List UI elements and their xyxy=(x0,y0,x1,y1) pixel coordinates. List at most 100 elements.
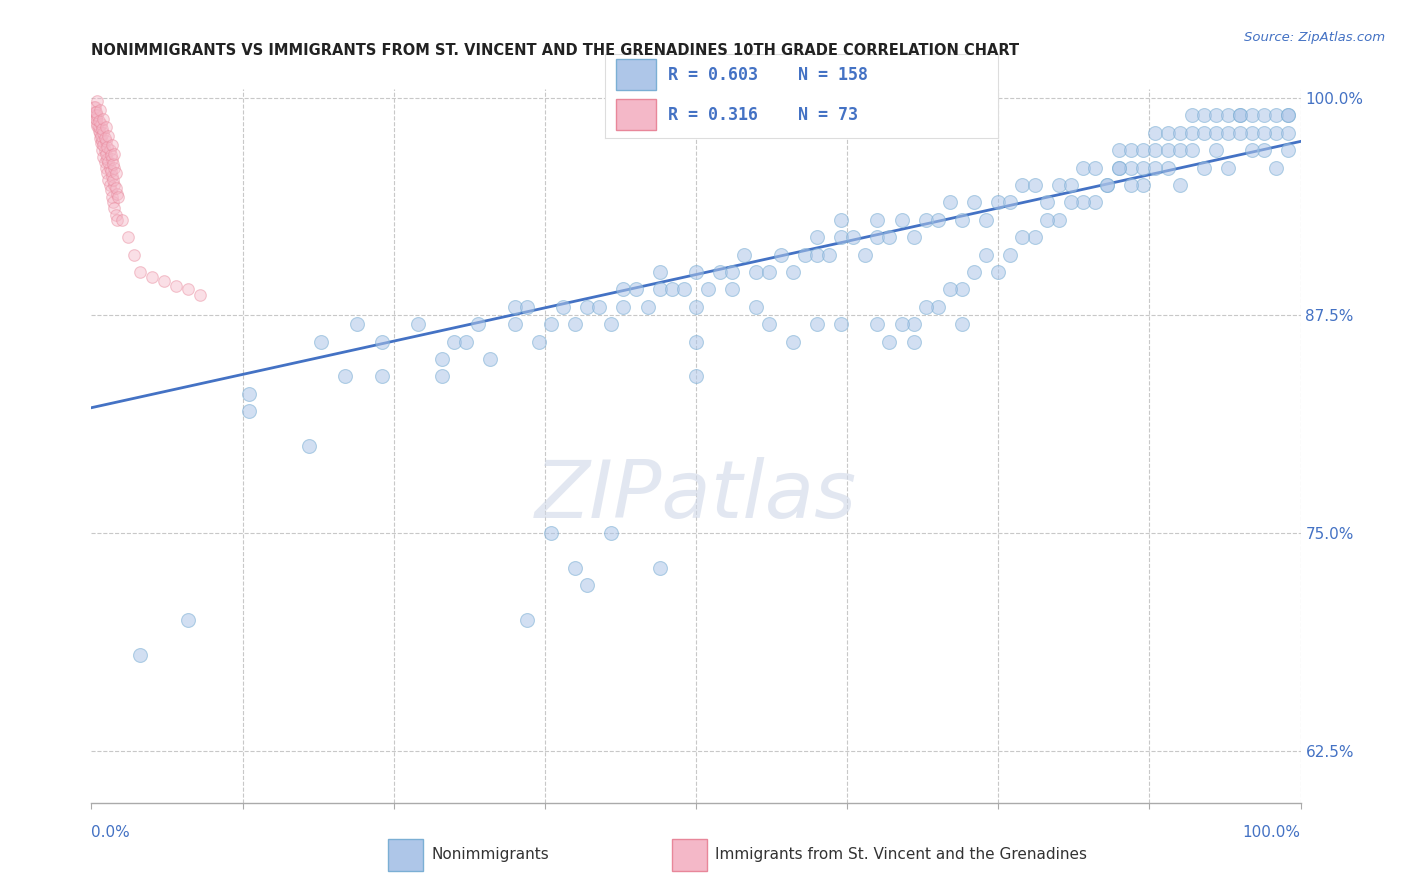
Point xyxy=(939,282,962,296)
Point xyxy=(950,282,973,296)
Point xyxy=(1132,178,1154,192)
FancyBboxPatch shape xyxy=(388,839,423,871)
Point xyxy=(1121,143,1143,157)
Point xyxy=(1108,161,1130,175)
Point xyxy=(94,161,117,175)
Point xyxy=(370,369,392,384)
Point xyxy=(890,212,912,227)
Point xyxy=(987,195,1010,210)
Point xyxy=(1277,108,1299,122)
Point xyxy=(1181,143,1204,157)
Point xyxy=(84,112,107,126)
Point xyxy=(1121,178,1143,192)
Point xyxy=(950,317,973,331)
Point xyxy=(103,161,125,175)
Point xyxy=(86,95,108,109)
Point xyxy=(1108,161,1130,175)
Point xyxy=(782,265,804,279)
Point xyxy=(540,526,562,541)
Point xyxy=(346,317,368,331)
Point xyxy=(94,120,117,135)
Point xyxy=(516,300,538,314)
Point xyxy=(879,334,901,349)
Point xyxy=(90,129,112,144)
Point xyxy=(370,334,392,349)
Point xyxy=(1168,143,1191,157)
Point xyxy=(830,230,852,244)
Point xyxy=(1011,230,1033,244)
Point xyxy=(685,334,707,349)
Point xyxy=(1229,108,1251,122)
Point xyxy=(516,613,538,627)
Point xyxy=(93,126,115,140)
Point xyxy=(661,282,683,296)
Point xyxy=(527,334,550,349)
Point xyxy=(1265,126,1288,140)
Point xyxy=(758,317,780,331)
Point xyxy=(97,172,120,186)
Point xyxy=(456,334,478,349)
Point xyxy=(104,181,127,195)
Point xyxy=(1047,212,1070,227)
Point xyxy=(309,334,332,349)
Point xyxy=(101,190,124,204)
Point xyxy=(479,351,502,366)
Point xyxy=(879,230,901,244)
Point xyxy=(93,131,115,145)
Point xyxy=(1060,195,1083,210)
Point xyxy=(745,265,768,279)
Point xyxy=(927,212,949,227)
Point xyxy=(672,282,695,296)
Point xyxy=(974,212,997,227)
Point xyxy=(564,561,586,575)
Point xyxy=(101,169,124,184)
Point xyxy=(974,247,997,261)
Point xyxy=(177,613,200,627)
Point xyxy=(117,230,139,244)
Point xyxy=(153,274,176,288)
Point xyxy=(576,578,599,592)
Point xyxy=(503,300,526,314)
Point xyxy=(1192,108,1215,122)
Point xyxy=(86,119,108,133)
Text: R = 0.316    N = 73: R = 0.316 N = 73 xyxy=(668,105,858,123)
Point xyxy=(84,112,107,126)
Point xyxy=(91,135,114,149)
Point xyxy=(177,282,200,296)
Point xyxy=(1156,126,1178,140)
Point xyxy=(84,104,107,119)
Point xyxy=(104,166,127,180)
Point xyxy=(1047,178,1070,192)
Point xyxy=(90,117,112,131)
Point xyxy=(853,247,876,261)
Point xyxy=(89,126,111,140)
Point xyxy=(1095,178,1118,192)
Point xyxy=(103,146,125,161)
Point xyxy=(1024,230,1046,244)
Point xyxy=(86,117,108,131)
Point xyxy=(100,183,122,197)
Point xyxy=(963,265,986,279)
Point xyxy=(1205,108,1227,122)
Point xyxy=(1205,126,1227,140)
Point xyxy=(709,265,731,279)
Point xyxy=(100,148,122,162)
Point xyxy=(1216,108,1239,122)
Point xyxy=(1144,161,1167,175)
Point xyxy=(101,195,124,210)
Point xyxy=(1060,178,1083,192)
Point xyxy=(745,300,768,314)
Point xyxy=(86,108,108,122)
Point xyxy=(298,439,321,453)
Point xyxy=(105,186,128,201)
Point xyxy=(1156,143,1178,157)
Point xyxy=(84,104,107,119)
Point xyxy=(806,230,828,244)
Point xyxy=(238,404,260,418)
Point xyxy=(93,137,115,152)
Point xyxy=(1168,126,1191,140)
Point xyxy=(104,207,127,221)
Point xyxy=(443,334,465,349)
Point xyxy=(467,317,489,331)
FancyBboxPatch shape xyxy=(672,839,707,871)
